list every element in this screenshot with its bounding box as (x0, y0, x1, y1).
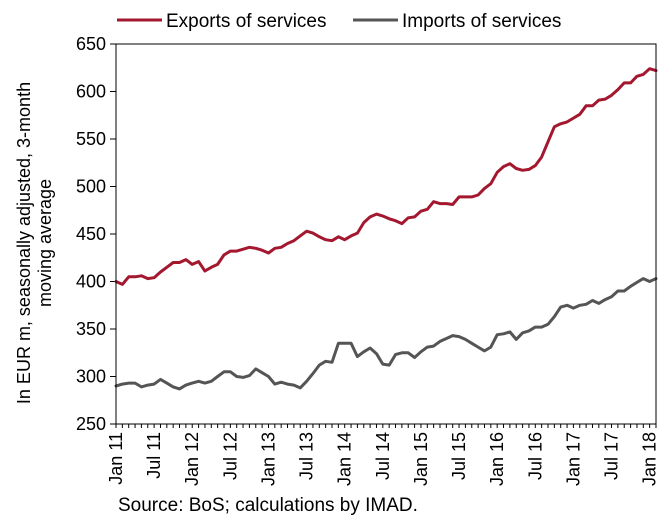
y-tick-label: 250 (76, 414, 106, 434)
x-tick-label: Jul 14 (373, 432, 393, 480)
x-tick-label: Jul 12 (220, 432, 240, 480)
y-tick-label: 600 (76, 82, 106, 102)
x-tick-label: Jan 13 (258, 432, 278, 486)
x-tick-label: Jan 11 (106, 432, 126, 485)
series-line-imports (114, 277, 658, 391)
x-tick-label: Jan 17 (563, 432, 583, 486)
x-tick-label: Jan 12 (182, 432, 202, 486)
x-tick-label: Jul 11 (144, 432, 164, 479)
y-axis: 250 300 350 400 450 500 550 600 650 (76, 34, 116, 434)
x-tick-label: Jan 14 (335, 432, 355, 486)
x-tick-label: Jan 18 (640, 432, 660, 486)
x-tick-label: Jan 16 (487, 432, 507, 486)
x-tick-label: Jul 16 (525, 432, 545, 480)
y-tick-label: 350 (76, 319, 106, 339)
legend-label-imports: Imports of services (402, 11, 561, 32)
x-tick-label: Jul 17 (602, 432, 622, 480)
y-axis-label-line1: In EUR m, seasonally adjusted, 3-month (14, 82, 34, 404)
y-axis-label-line2: moving average (35, 179, 55, 307)
x-tick-label: Jan 15 (411, 432, 431, 486)
series-line-exports (114, 67, 658, 286)
y-tick-label: 550 (76, 129, 106, 149)
y-tick-label: 500 (76, 177, 106, 197)
legend-label-exports: Exports of services (166, 11, 327, 32)
y-tick-label: 650 (76, 34, 106, 54)
x-tick-label: Jul 13 (297, 432, 317, 480)
x-tick-label: Jul 15 (449, 432, 469, 480)
y-tick-label: 400 (76, 272, 106, 292)
y-tick-label: 300 (76, 367, 106, 387)
x-axis: Jan 11 Jul 11 Jan 12 Jul 12 Jan 13 Jul 13 Jan … (106, 424, 660, 486)
legend: Exports of services Imports of services (117, 11, 561, 32)
y-tick-label: 450 (76, 224, 106, 244)
plot-series (114, 67, 658, 391)
y-axis-label: In EUR m, seasonally adjusted, 3-month m… (14, 82, 55, 404)
source-note: Source: BoS; calculations by IMAD. (118, 495, 418, 516)
plot-frame (115, 43, 657, 425)
